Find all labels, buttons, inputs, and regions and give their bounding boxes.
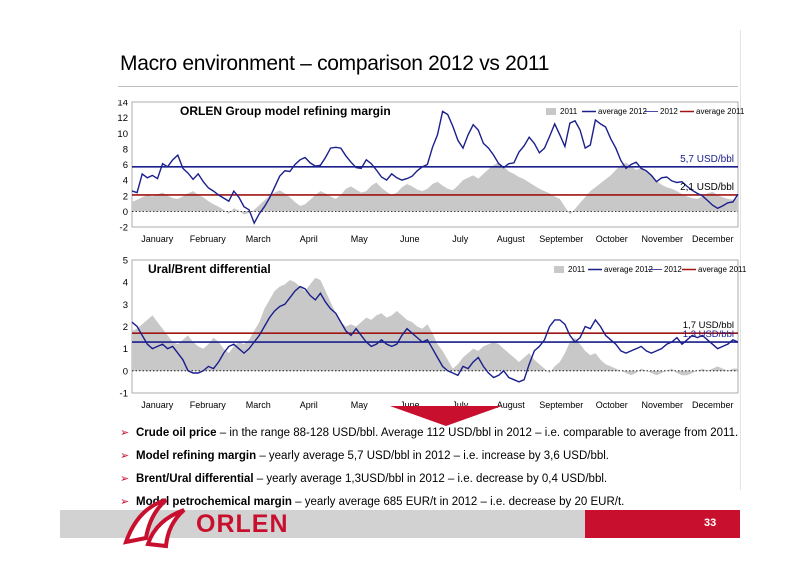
month-label: June [400, 234, 420, 244]
average-2011-label: 2,1 USD/bbl [680, 182, 734, 193]
slide-title: Macro environment – comparison 2012 vs 2… [120, 52, 550, 75]
month-label: November [641, 400, 683, 410]
y-tick-label: 0 [123, 366, 128, 377]
y-tick-label: 14 [117, 100, 128, 109]
bullet-item: ➢ Model petrochemical margin – yearly ave… [120, 495, 740, 518]
legend-label: 2011 [568, 265, 586, 274]
month-label: July [452, 400, 469, 410]
month-label: March [246, 234, 271, 244]
y-tick-label: 12 [117, 113, 128, 124]
month-label: August [497, 234, 526, 244]
month-label: January [141, 234, 174, 244]
y-tick-label: 8 [123, 144, 128, 155]
month-label: May [351, 400, 369, 410]
month-label: March [246, 400, 271, 410]
legend-label: 2011 [560, 107, 578, 116]
legend-swatch [554, 266, 564, 273]
month-label: July [452, 234, 469, 244]
y-tick-label: 10 [117, 129, 128, 140]
y-tick-label: 5 [123, 256, 128, 267]
y-tick-label: 4 [123, 278, 128, 289]
series-2012-line [131, 110, 739, 225]
legend-label: average 2011 [696, 107, 745, 116]
bullet-arrow-icon: ➢ [120, 473, 130, 485]
month-label: September [539, 400, 583, 410]
refining-margin-chart: -2 0 2 4 6 8 10 12 14 January February March April Ma… [117, 100, 745, 244]
down-arrow-icon [390, 406, 502, 426]
bullet-bold: Model refining margin [136, 450, 257, 462]
month-label: June [400, 400, 420, 410]
y-tick-label: 6 [123, 160, 128, 171]
bullet-bold: Model petrochemical margin [136, 496, 292, 508]
average-2012-label: 1,3 USD/bbl [683, 329, 734, 340]
month-label: February [190, 400, 227, 410]
chart-title: Ural/Brent differential [148, 262, 271, 276]
bullet-text: – in the range 88-128 USD/bbl. Average 1… [216, 427, 739, 439]
month-label: December [692, 234, 734, 244]
y-tick-label: 3 [123, 300, 128, 311]
legend-label: 2012 [660, 107, 678, 116]
series-2011-area [132, 277, 738, 376]
page-number: 33 [704, 517, 717, 529]
y-tick-label: 0 [123, 207, 128, 218]
title-divider [118, 86, 738, 87]
month-label: October [596, 400, 628, 410]
logo-wordmark: ORLEN [196, 510, 289, 538]
bullet-arrow-icon: ➢ [120, 427, 130, 439]
y-tick-label: -2 [120, 223, 128, 234]
month-label: February [190, 234, 227, 244]
bullet-text: – yearly average 685 EUR/t in 2012 – i.e… [291, 496, 625, 508]
legend-label: average 2012 [604, 265, 653, 274]
month-label: October [596, 234, 628, 244]
y-tick-label: 2 [123, 322, 128, 333]
bullet-item: ➢ Crude oil price – in the range 88-128 U… [120, 426, 740, 449]
average-2012-label: 5,7 USD/bbl [680, 154, 734, 165]
bullet-text: – yearly average 1,3USD/bbl in 2012 – i.… [253, 473, 608, 485]
month-label: April [300, 234, 318, 244]
bullet-bold: Brent/Ural differential [136, 473, 254, 485]
ural-brent-chart: -1 0 1 2 3 4 5 January February March April May June… [120, 256, 747, 410]
bullet-arrow-icon: ➢ [120, 450, 130, 462]
month-label: April [300, 400, 318, 410]
chart-title: ORLEN Group model refining margin [180, 104, 391, 118]
average-2011-label: 1,7 USD/bbl [683, 320, 734, 331]
legend-label: 2012 [664, 265, 682, 274]
summary-bullets: ➢ Crude oil price – in the range 88-128 U… [120, 426, 740, 518]
series-2012-line [131, 285, 739, 383]
legend-label: average 2011 [698, 265, 747, 274]
bullet-item: ➢ Model refining margin – yearly average … [120, 449, 740, 472]
plot-area [131, 259, 739, 394]
orlen-eagle-logo-icon [122, 498, 186, 549]
month-label: December [692, 400, 734, 410]
legend-swatch [546, 108, 556, 115]
bullet-text: – yearly average 5,7 USD/bbl in 2012 – i… [256, 450, 609, 462]
y-tick-label: 2 [123, 191, 128, 202]
month-label: January [141, 400, 174, 410]
footer-accent-bar [585, 510, 740, 538]
bullet-item: ➢ Brent/Ural differential – yearly averag… [120, 472, 740, 495]
legend-label: average 2012 [598, 107, 647, 116]
slide-right-border [740, 30, 741, 490]
y-tick-label: 1 [123, 344, 128, 355]
y-tick-label: -1 [120, 389, 128, 400]
y-tick-label: 4 [123, 176, 128, 187]
month-label: November [641, 234, 683, 244]
bullet-bold: Crude oil price [136, 427, 217, 439]
month-label: August [497, 400, 526, 410]
bullet-arrow-icon: ➢ [120, 496, 130, 508]
series-2011-area [132, 162, 738, 215]
month-label: May [351, 234, 369, 244]
month-label: September [539, 234, 583, 244]
